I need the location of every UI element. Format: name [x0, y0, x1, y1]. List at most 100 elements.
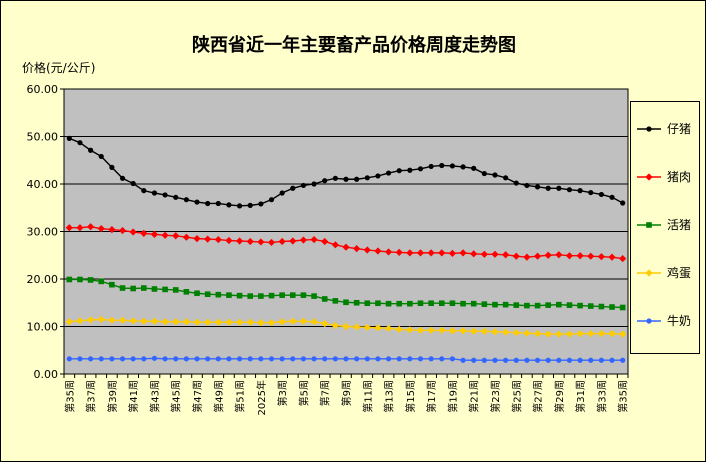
data-point [77, 276, 83, 283]
data-point [438, 326, 446, 334]
data-point [608, 330, 616, 338]
data-point [226, 356, 232, 362]
data-point [342, 243, 350, 251]
data-point [66, 135, 72, 141]
data-point [545, 357, 551, 363]
data-point [214, 235, 222, 244]
data-point [258, 293, 264, 299]
data-point [66, 356, 72, 362]
data-point [172, 318, 180, 326]
data-point [215, 291, 222, 298]
data-point [449, 163, 456, 169]
legend-item: 牛奶 [635, 312, 699, 330]
data-point [428, 163, 434, 170]
data-point [109, 164, 115, 170]
data-point [375, 356, 381, 362]
data-point [246, 237, 254, 246]
x-tick-label: 第7周 [319, 380, 332, 406]
x-tick-label: 第33周 [595, 380, 608, 413]
data-point [492, 357, 498, 363]
data-point [310, 235, 318, 244]
data-point [534, 302, 541, 309]
data-point [279, 356, 285, 362]
data-point [322, 356, 328, 362]
data-point [384, 324, 393, 332]
data-point [428, 300, 434, 307]
x-tick-label: 第41周 [127, 380, 140, 413]
legend-swatch [637, 173, 661, 181]
data-point [98, 356, 104, 362]
data-point [406, 326, 414, 334]
data-point [98, 278, 105, 285]
data-point [322, 178, 328, 184]
data-point [235, 237, 244, 245]
x-tick-label: 2025年 [255, 380, 268, 415]
data-point [471, 357, 477, 363]
data-point [247, 202, 253, 208]
data-point [214, 318, 222, 326]
data-point [226, 292, 232, 298]
data-point [98, 153, 104, 160]
data-point [481, 357, 487, 363]
legend-item: 鸡蛋 [635, 264, 699, 282]
data-point [278, 318, 286, 326]
data-point [118, 226, 127, 235]
data-point [311, 356, 317, 362]
data-point [396, 168, 402, 174]
data-point [524, 182, 530, 189]
data-point [151, 355, 158, 361]
data-point [523, 329, 531, 337]
data-point [587, 303, 594, 309]
data-point [449, 356, 456, 362]
data-point [459, 249, 467, 257]
data-point [204, 318, 212, 326]
data-point [503, 357, 509, 363]
data-point [332, 298, 339, 304]
data-point [162, 286, 168, 293]
data-point [267, 319, 276, 327]
legend-item: 仔猪 [635, 120, 699, 138]
data-point [449, 300, 456, 307]
data-point [141, 285, 147, 291]
data-point [300, 182, 307, 189]
data-point [428, 356, 434, 362]
data-point [417, 300, 424, 307]
legend-label: 猪肉 [667, 170, 692, 184]
data-point [183, 197, 189, 203]
data-point [544, 251, 552, 259]
data-point [268, 356, 275, 362]
data-point [566, 187, 573, 193]
data-point [310, 318, 318, 326]
legend: 仔猪 猪肉 活猪 鸡蛋 牛奶 [630, 101, 700, 354]
legend-swatch [637, 222, 661, 228]
data-point [556, 301, 562, 308]
data-point [502, 301, 509, 308]
data-point [481, 170, 487, 177]
data-point [512, 329, 520, 337]
data-point [300, 356, 307, 362]
data-point [193, 235, 201, 243]
data-point [151, 286, 158, 292]
data-point [385, 300, 392, 307]
data-point [524, 357, 530, 363]
x-tick-label: 第25周 [510, 380, 523, 413]
data-point [321, 237, 329, 246]
data-point [470, 327, 478, 335]
data-point [119, 285, 126, 291]
data-point [545, 185, 551, 191]
data-point [97, 225, 105, 233]
data-point [205, 356, 211, 362]
data-point [129, 317, 137, 325]
data-point [470, 300, 477, 307]
data-point [87, 277, 94, 283]
data-point [448, 327, 457, 335]
data-point [141, 356, 147, 362]
y-tick-label: 60.00 [27, 83, 59, 96]
data-point [290, 185, 296, 191]
data-point [565, 330, 574, 338]
data-point [598, 191, 604, 198]
x-tick-label: 第47周 [191, 380, 204, 413]
data-point [225, 318, 233, 326]
data-point [406, 249, 414, 257]
